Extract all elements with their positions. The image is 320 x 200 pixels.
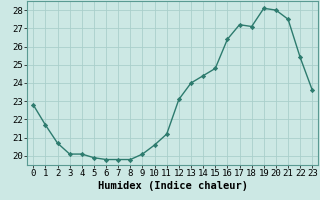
X-axis label: Humidex (Indice chaleur): Humidex (Indice chaleur) bbox=[98, 181, 248, 191]
